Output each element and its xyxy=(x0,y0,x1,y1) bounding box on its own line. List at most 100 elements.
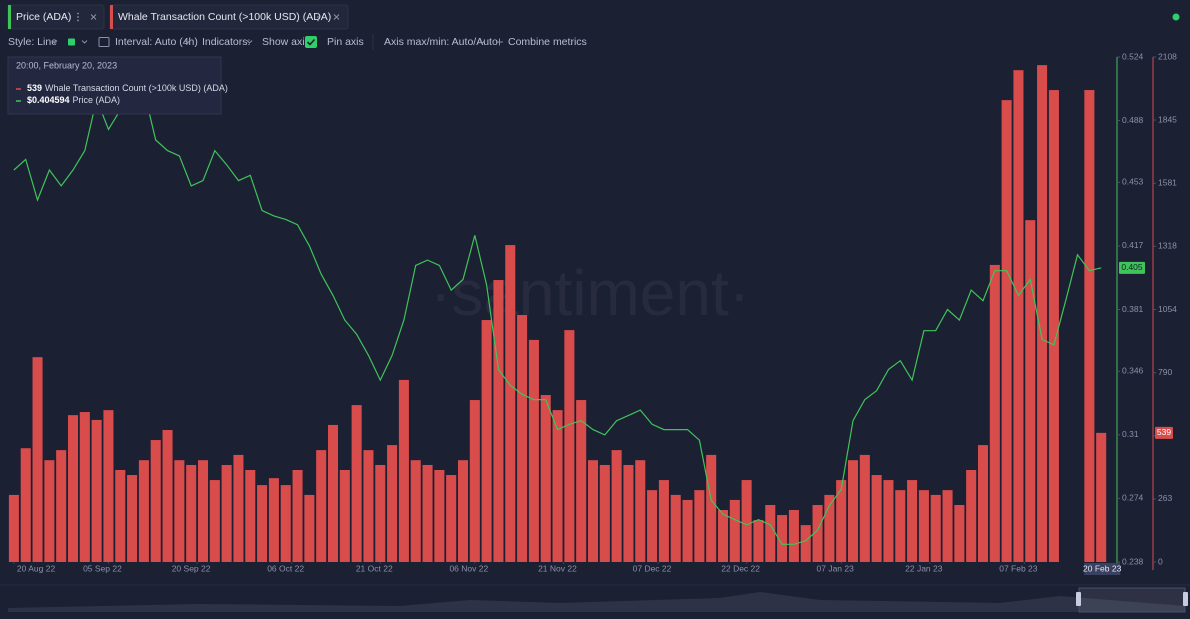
count-badge xyxy=(1155,426,1173,439)
menu-dot xyxy=(317,16,319,18)
interval-select[interactable]: Interval: Auto (4h) xyxy=(115,36,198,48)
color-select[interactable] xyxy=(68,38,75,46)
style-select[interactable]: Style: Line xyxy=(8,36,57,48)
bar xyxy=(32,357,43,562)
bar xyxy=(1084,90,1095,562)
y-tick-label: 0.381 xyxy=(1122,304,1144,314)
y-tick-label: 0.524 xyxy=(1122,51,1144,61)
bar xyxy=(623,464,634,562)
axis-minmax-select[interactable]: Axis max/min: Auto/Auto xyxy=(384,36,498,48)
bar xyxy=(197,460,209,562)
tooltip-date: 20:00, February 20, 2023 xyxy=(16,60,117,70)
bar xyxy=(847,460,859,562)
bar xyxy=(280,485,291,562)
navigator-window[interactable] xyxy=(1078,587,1186,613)
status-dot xyxy=(1172,13,1180,21)
bar xyxy=(221,464,232,562)
bar xyxy=(989,264,1000,562)
tooltip-series: Whale Transaction Count (>100k USD) (ADA… xyxy=(45,83,228,93)
y2-tick-label: 1845 xyxy=(1158,114,1177,124)
tab-label: Whale Transaction Count (>100k USD) (ADA… xyxy=(118,11,331,23)
y2-tick-label: 790 xyxy=(1158,367,1172,377)
bar xyxy=(174,460,185,562)
bar xyxy=(694,490,705,562)
x-tick-label: 07 Jan 23 xyxy=(817,563,855,573)
bar xyxy=(706,454,717,562)
close-icon[interactable] xyxy=(90,14,97,20)
bar xyxy=(741,480,752,562)
bar xyxy=(918,490,929,562)
bar xyxy=(422,464,433,562)
bar xyxy=(564,330,575,562)
bar xyxy=(859,454,870,562)
hover-x-box xyxy=(1084,563,1121,575)
bar xyxy=(446,475,457,562)
tooltip: 20:00, February 20, 2023 539 Whale Transa… xyxy=(7,56,228,115)
tooltip-series: Price (ADA) xyxy=(73,95,121,105)
y-tick-label: 0.453 xyxy=(1122,177,1144,187)
bar xyxy=(91,419,102,562)
x-tick-label: 07 Dec 22 xyxy=(633,563,672,573)
y2-tick-label: 1318 xyxy=(1158,241,1177,251)
menu-dot xyxy=(317,12,319,15)
tab-whale[interactable]: Whale Transaction Count (>100k USD) (ADA… xyxy=(109,4,349,30)
y-tick-label: 0.238 xyxy=(1122,556,1144,566)
bar xyxy=(670,494,681,562)
pin-axis-toggle[interactable]: Pin axis xyxy=(327,36,364,48)
tooltip-row: $0.404594 Price (ADA) xyxy=(27,95,120,105)
bar xyxy=(883,480,894,562)
bar xyxy=(930,494,941,562)
count-badge-label: 539 xyxy=(1157,427,1171,437)
bar xyxy=(233,454,244,562)
tab-price[interactable]: Price (ADA) xyxy=(7,4,105,30)
tooltip-value: $0.404594 xyxy=(27,95,70,105)
bar xyxy=(103,410,114,562)
bar xyxy=(44,460,55,562)
bar xyxy=(398,379,409,562)
plot-area xyxy=(8,65,1107,562)
chevron xyxy=(184,40,191,44)
menu-dot xyxy=(77,16,79,18)
y2-tick-label: 1581 xyxy=(1158,178,1177,188)
bar xyxy=(800,525,811,562)
bar xyxy=(56,450,67,562)
price-badge-label: 0.405 xyxy=(1121,262,1143,272)
bar xyxy=(351,405,362,562)
bar xyxy=(777,515,788,562)
menu-dot xyxy=(77,12,79,15)
x-tick-label: 21 Oct 22 xyxy=(356,563,393,573)
bar xyxy=(729,499,740,562)
x-tick-label: 06 Oct 22 xyxy=(267,563,304,573)
navigator-handle[interactable] xyxy=(1183,592,1188,606)
bar xyxy=(1037,65,1048,562)
bar xyxy=(540,395,551,562)
bar xyxy=(8,494,19,562)
bar xyxy=(871,475,882,562)
show-axis-label: Show axis xyxy=(262,36,310,48)
navigator[interactable] xyxy=(0,584,1190,613)
bar xyxy=(658,480,669,562)
bar xyxy=(576,400,587,562)
bar xyxy=(717,510,729,562)
toolbar: Style: Line Interval: Auto (4h) Indicato… xyxy=(8,34,587,50)
indicators-select[interactable]: Indicators: xyxy=(202,36,250,48)
plus-icon xyxy=(496,38,503,46)
combine-metrics[interactable]: Combine metrics xyxy=(508,36,587,48)
show-axis-checkbox[interactable] xyxy=(305,36,317,48)
bar xyxy=(505,245,516,562)
x-tick-label: 20 Aug 22 xyxy=(17,563,56,573)
bar xyxy=(292,470,303,562)
bar xyxy=(552,410,563,562)
close-icon[interactable] xyxy=(333,14,340,20)
navigator-handle[interactable] xyxy=(1076,592,1081,606)
bar xyxy=(67,415,79,562)
tab-label: Price (ADA) xyxy=(16,11,71,23)
bar xyxy=(611,450,622,562)
bar xyxy=(481,320,492,562)
bar xyxy=(966,470,977,562)
bar xyxy=(186,464,197,562)
y-tick-label: 0.488 xyxy=(1122,115,1144,125)
y-tick-label: 0.346 xyxy=(1122,366,1144,376)
y-tick-label: 0.417 xyxy=(1122,240,1144,250)
